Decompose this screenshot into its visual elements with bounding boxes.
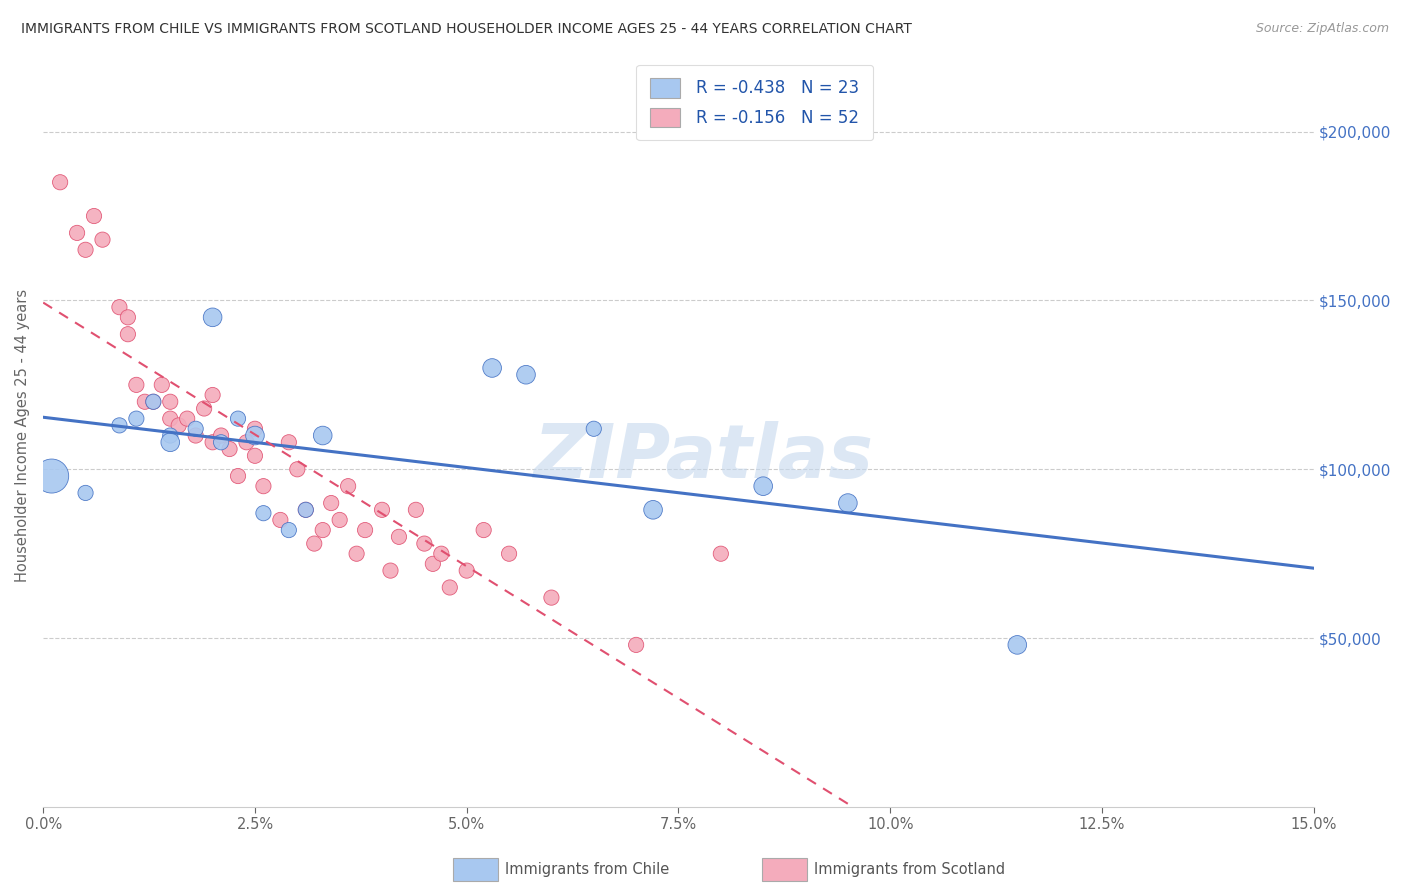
Point [243,428,266,442]
Point [277,523,299,537]
Point [159,411,181,425]
Point [277,435,299,450]
Point [430,547,453,561]
Point [134,394,156,409]
Point [439,581,461,595]
Point [193,401,215,416]
Point [837,496,859,510]
Text: Immigrants from Scotland: Immigrants from Scotland [814,863,1005,877]
Point [1007,638,1029,652]
Y-axis label: Householder Income Ages 25 - 44 years: Householder Income Ages 25 - 44 years [15,289,30,582]
Point [83,209,105,223]
Point [209,428,232,442]
Point [312,523,335,537]
Point [413,536,436,550]
Point [388,530,411,544]
Point [226,411,249,425]
Point [201,435,224,450]
Point [346,547,368,561]
Point [117,310,139,325]
Point [456,564,478,578]
Point [226,469,249,483]
Point [66,226,89,240]
Text: ZIPatlas: ZIPatlas [534,421,875,494]
Point [159,435,181,450]
Point [184,422,207,436]
Point [312,428,335,442]
Point [498,547,520,561]
Point [285,462,308,476]
Point [108,300,131,314]
Point [710,547,733,561]
Point [405,503,427,517]
Point [515,368,537,382]
Point [304,536,326,550]
Point [201,310,224,325]
Point [142,394,165,409]
Point [49,175,72,189]
Text: Source: ZipAtlas.com: Source: ZipAtlas.com [1256,22,1389,36]
Point [184,428,207,442]
Point [167,418,190,433]
Point [422,557,444,571]
Point [329,513,352,527]
Point [108,418,131,433]
Point [641,503,664,517]
Point [294,503,316,517]
Point [540,591,562,605]
Point [252,479,274,493]
Point [218,442,240,456]
Point [752,479,775,493]
Point [252,506,274,520]
Point [75,243,97,257]
Point [472,523,495,537]
Point [142,394,165,409]
Point [91,233,114,247]
Point [337,479,360,493]
Legend: R = -0.438   N = 23, R = -0.156   N = 52: R = -0.438 N = 23, R = -0.156 N = 52 [637,65,873,140]
Text: IMMIGRANTS FROM CHILE VS IMMIGRANTS FROM SCOTLAND HOUSEHOLDER INCOME AGES 25 - 4: IMMIGRANTS FROM CHILE VS IMMIGRANTS FROM… [21,22,912,37]
Point [321,496,343,510]
Point [269,513,291,527]
Point [125,411,148,425]
Point [150,377,173,392]
Point [354,523,377,537]
Text: Immigrants from Chile: Immigrants from Chile [505,863,669,877]
Point [582,422,605,436]
Point [209,435,232,450]
Point [243,449,266,463]
Point [371,503,394,517]
Point [481,361,503,376]
Point [235,435,257,450]
Point [75,486,97,500]
Point [125,377,148,392]
Point [41,469,63,483]
Point [176,411,198,425]
Point [624,638,647,652]
Point [380,564,402,578]
Point [117,327,139,342]
Point [201,388,224,402]
Point [294,503,316,517]
Point [159,428,181,442]
Point [159,394,181,409]
Point [243,422,266,436]
